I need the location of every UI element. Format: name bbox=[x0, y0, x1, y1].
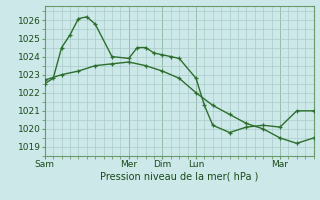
X-axis label: Pression niveau de la mer( hPa ): Pression niveau de la mer( hPa ) bbox=[100, 172, 258, 182]
